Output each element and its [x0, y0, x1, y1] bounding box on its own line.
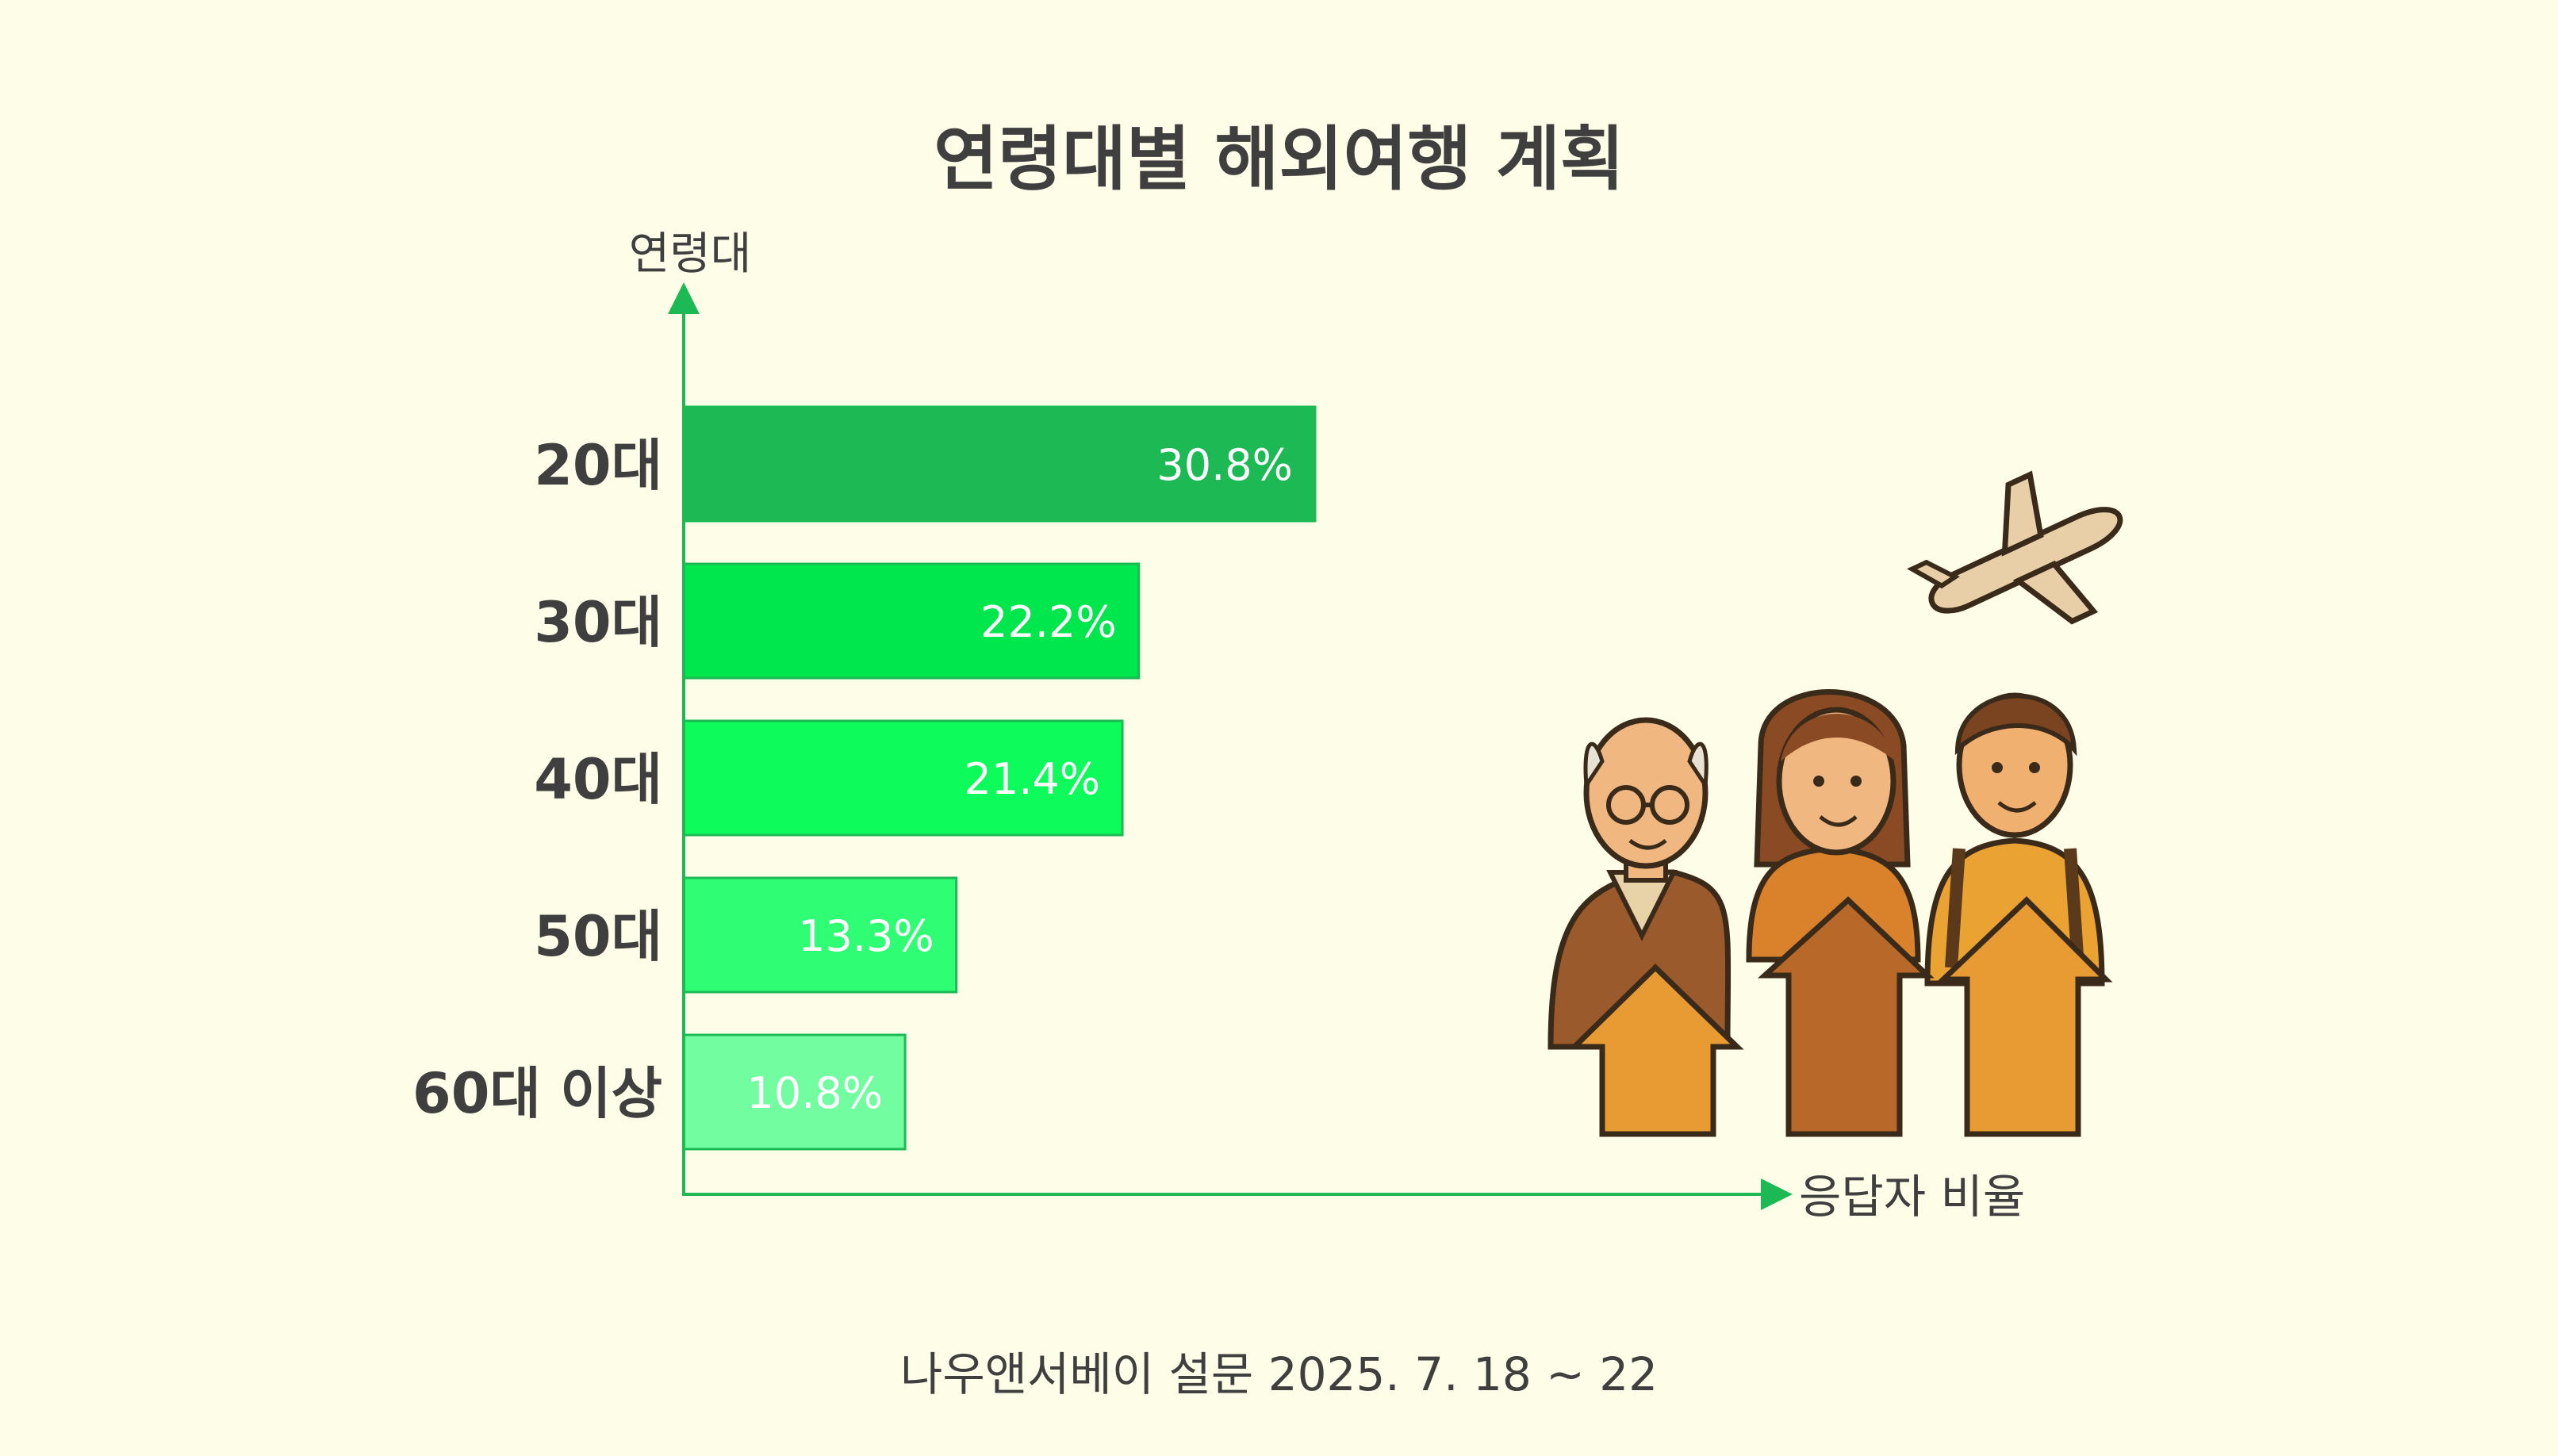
bar-4 — [682, 1033, 907, 1151]
category-label-2: 40대 — [534, 747, 662, 812]
source-note: 나우앤서베이 설문 2025. 7. 18 ~ 22 — [899, 1347, 1659, 1401]
value-label-2: 21.4% — [964, 754, 1100, 804]
bars-group: 30.8% 20대 22.2% 30대 21.4% 40대 13.3% 50대 10.8% 60대… — [412, 405, 1317, 1151]
category-label-3: 50대 — [534, 904, 662, 969]
category-label-1: 30대 — [534, 590, 662, 655]
up-arrow-icon — [1567, 896, 2113, 1137]
bar-3 — [682, 876, 958, 994]
bar-1 — [682, 562, 1141, 680]
airplane-icon — [1907, 470, 2123, 625]
bar-0 — [682, 405, 1317, 523]
y-axis-label: 연령대 — [628, 228, 752, 280]
bar-2 — [682, 719, 1124, 837]
value-label-1: 22.2% — [980, 597, 1117, 647]
category-label-4: 60대 이상 — [412, 1061, 662, 1126]
value-label-0: 30.8% — [1156, 440, 1293, 490]
x-axis-label: 응답자 비율 — [1799, 1170, 2026, 1224]
category-label-0: 20대 — [534, 433, 662, 498]
value-label-4: 10.8% — [747, 1068, 884, 1118]
chart-title: 연령대별 해외여행 계획 — [934, 118, 1624, 200]
value-label-3: 13.3% — [798, 911, 934, 961]
